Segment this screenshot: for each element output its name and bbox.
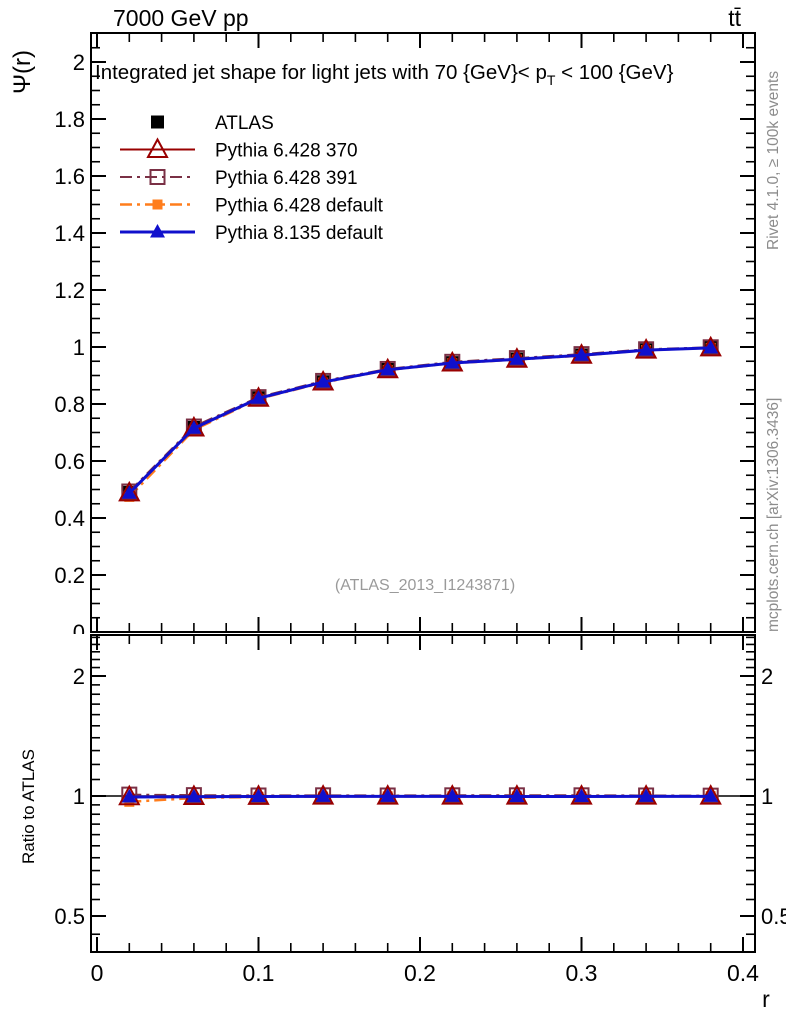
data-marker-triangle-open bbox=[570, 784, 593, 805]
data-marker-triangle-filled bbox=[251, 390, 266, 404]
beam-info-label: 7000 GeV pp bbox=[113, 5, 249, 31]
legend-label: Pythia 8.135 default bbox=[215, 223, 384, 244]
data-marker-triangle-filled bbox=[638, 342, 654, 356]
ratio-y-tick-label-right: 1 bbox=[761, 784, 773, 809]
legend-entry: Pythia 6.428 391 bbox=[120, 168, 358, 189]
data-marker-square-open bbox=[149, 169, 166, 185]
data-marker-triangle-filled bbox=[121, 789, 137, 803]
main-y-tick-label: 0.6 bbox=[54, 449, 85, 474]
ratio-y-tick-label-right: 0.5 bbox=[761, 904, 786, 929]
data-marker-triangle-filled bbox=[380, 788, 396, 802]
ratio-y-tick-label-right: 2 bbox=[761, 664, 773, 689]
data-marker-triangle-open bbox=[118, 784, 141, 806]
data-marker-triangle-filled bbox=[315, 374, 331, 388]
data-marker-triangle-filled bbox=[251, 788, 266, 803]
legend-entry: Pythia 6.428 370 bbox=[120, 137, 358, 162]
data-marker-triangle-filled bbox=[186, 788, 202, 803]
legend: ATLAS Pythia 6.428 370 Pythia 6.428 391 Pyt… bbox=[120, 113, 384, 244]
data-marker-triangle-filled bbox=[315, 788, 331, 802]
main-y-tick-labels: 0 0.2 0.4 0.6 0.8 1 1.2 1.4 1.6 1.8 2 bbox=[54, 50, 85, 645]
main-y-tick-label: 0 bbox=[73, 620, 85, 645]
data-marker-triangle-filled bbox=[509, 351, 525, 365]
main-y-tick-label: 2 bbox=[73, 50, 85, 75]
plot-title: Integrated jet shape for light jets with… bbox=[95, 61, 674, 88]
data-marker-triangle-filled bbox=[444, 354, 460, 369]
x-tick-label: 0.2 bbox=[404, 960, 436, 986]
axis-tick-labels: 0 0.2 0.4 0.6 0.8 1 1.2 1.4 1.6 1.8 2 0 0.1 0.2 0.3 0.4… bbox=[54, 50, 786, 986]
analysis-id-watermark: (ATLAS_2013_I1243871) bbox=[335, 577, 515, 594]
data-marker-triangle-filled bbox=[380, 361, 396, 376]
main-plot-series bbox=[118, 335, 722, 502]
data-marker-triangle-filled bbox=[186, 420, 202, 434]
main-y-tick-label: 1.8 bbox=[54, 107, 85, 132]
legend-label: Pythia 6.428 370 bbox=[215, 141, 358, 162]
main-y-tick-label: 0.2 bbox=[54, 563, 85, 588]
process-label: tt̄ bbox=[728, 5, 741, 31]
data-marker-triangle-filled bbox=[574, 347, 589, 361]
x-tick-label: 0.3 bbox=[566, 960, 598, 986]
data-marker-triangle-filled bbox=[121, 485, 137, 499]
series-pythia-8-135-default bbox=[121, 788, 719, 803]
series-line bbox=[128, 346, 711, 495]
data-marker-triangle-open bbox=[505, 784, 529, 805]
main-y-tick-label: 1.6 bbox=[54, 164, 85, 189]
data-marker-triangle-open bbox=[118, 480, 141, 502]
data-marker-triangle-filled bbox=[703, 788, 719, 802]
ratio-y-tick-label-left: 2 bbox=[73, 664, 85, 689]
x-tick-label: 0.1 bbox=[243, 960, 275, 986]
main-y-tick-label: 1 bbox=[73, 335, 85, 360]
legend-label: ATLAS bbox=[215, 113, 274, 134]
main-frame bbox=[90, 32, 756, 633]
x-tick-label: 0.4 bbox=[727, 960, 759, 986]
rivet-version-label: Rivet 4.1.0, ≥ 100k events bbox=[765, 71, 782, 250]
data-marker-triangle-filled bbox=[444, 788, 460, 802]
series-line bbox=[129, 794, 711, 799]
ratio-frame bbox=[90, 634, 756, 953]
x-axis-title: r bbox=[762, 986, 770, 1012]
ratio-y-axis-title: Ratio to ATLAS bbox=[19, 749, 38, 864]
data-marker-square-filled bbox=[152, 199, 163, 210]
data-marker-triangle-filled bbox=[638, 788, 654, 802]
data-marker-triangle-filled bbox=[509, 788, 525, 803]
data-marker-triangle-open bbox=[146, 137, 169, 158]
axis-ticks bbox=[92, 34, 754, 951]
main-y-tick-label: 1.4 bbox=[54, 221, 85, 246]
ratio-y-tick-label-left: 1 bbox=[73, 784, 85, 809]
legend-entry: Pythia 8.135 default bbox=[120, 223, 384, 244]
ratio-plot-series bbox=[91, 784, 755, 807]
series-pythia-6-428-default bbox=[124, 791, 716, 807]
main-y-tick-label: 1.2 bbox=[54, 278, 85, 303]
data-marker-square-filled bbox=[151, 115, 164, 129]
data-marker-triangle-filled bbox=[574, 788, 589, 803]
series-line bbox=[128, 346, 711, 498]
series-pythia-8-135-default bbox=[121, 339, 719, 499]
legend-entry: ATLAS bbox=[151, 113, 274, 134]
panel-frames bbox=[90, 32, 756, 953]
data-marker-triangle-filled bbox=[150, 224, 165, 238]
mcplots-arxiv-label: mcplots.cern.ch [arXiv:1306.3436] bbox=[765, 398, 782, 632]
main-y-tick-label: 0.4 bbox=[54, 506, 85, 531]
x-tick-label: 0 bbox=[91, 960, 104, 986]
data-marker-triangle-filled bbox=[703, 339, 719, 354]
ratio-y-tick-label-left: 0.5 bbox=[54, 904, 85, 929]
main-y-tick-label: 0.8 bbox=[54, 392, 85, 417]
legend-label: Pythia 6.428 391 bbox=[215, 168, 358, 189]
legend-entry: Pythia 6.428 default bbox=[120, 196, 384, 217]
main-y-axis-title: Ψ(r) bbox=[9, 50, 36, 94]
legend-label: Pythia 6.428 default bbox=[215, 196, 384, 217]
